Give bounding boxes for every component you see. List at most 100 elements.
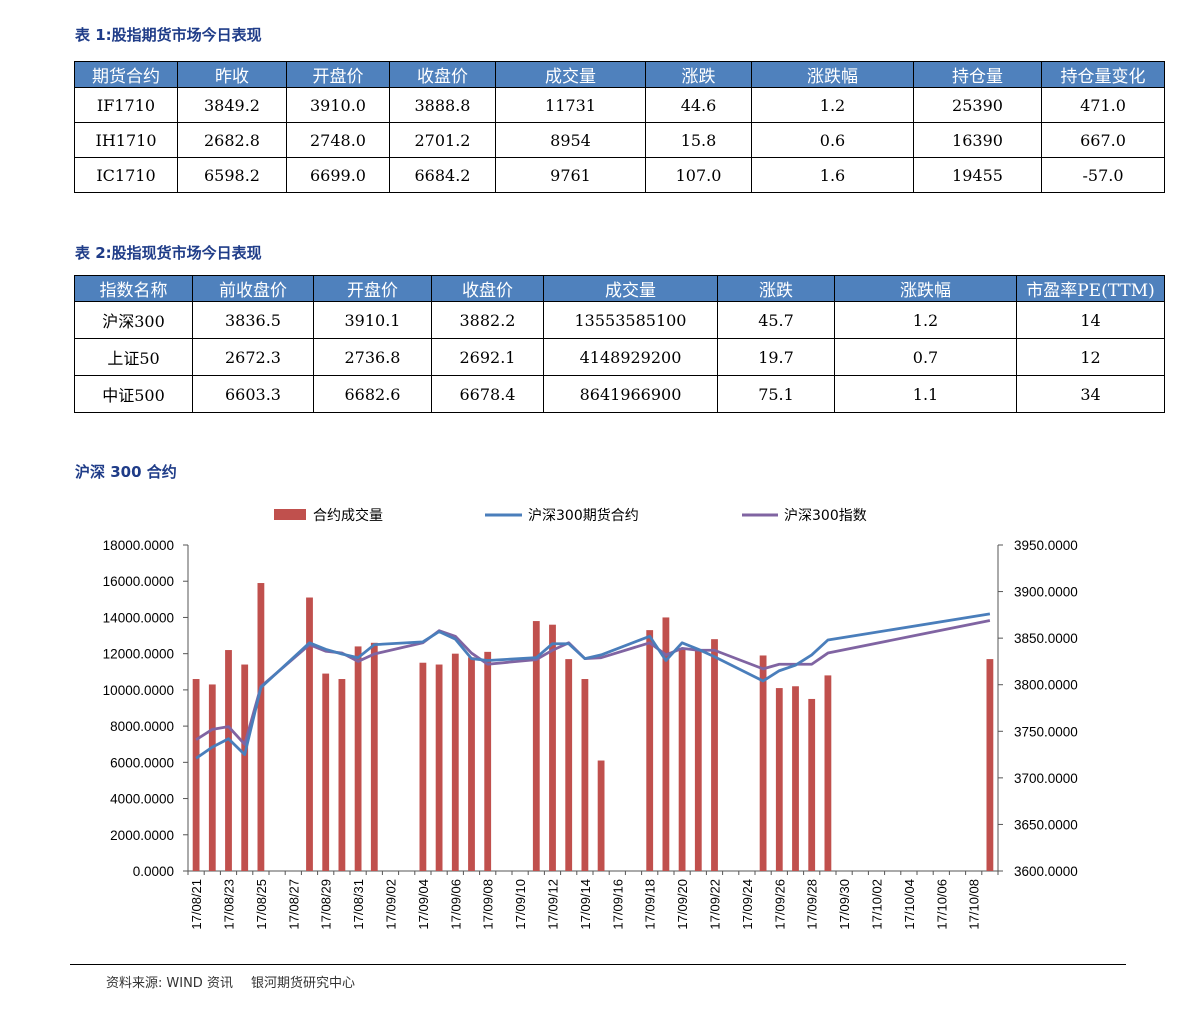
- right-tick-label: 3850.0000: [1014, 631, 1078, 646]
- table-row: 上证50 2672.3 2736.8 2692.1 4148929200 19.7 0.7 1…: [75, 339, 1165, 376]
- table-cell: 3849.2: [178, 88, 287, 123]
- table-cell: 2692.1: [432, 339, 544, 376]
- right-tick-label: 3900.0000: [1014, 585, 1078, 600]
- table-cell: 12: [1017, 339, 1165, 376]
- left-tick-label: 18000.0000: [103, 538, 174, 553]
- table1-header-1: 昨收: [178, 62, 287, 88]
- futures-market-table: 期货合约 昨收 开盘价 收盘价 成交量 涨跌 涨跌幅 持仓量 持仓量变化 IF1710 3849.…: [74, 61, 1165, 193]
- x-tick-label: 17/10/08: [967, 879, 982, 930]
- table1-header-5: 涨跌: [646, 62, 752, 88]
- table-cell: 1.1: [835, 376, 1017, 413]
- left-tick-label: 8000.0000: [110, 719, 174, 734]
- table-cell: 8954: [496, 123, 646, 158]
- table-cell: 3888.8: [390, 88, 496, 123]
- table-cell: 44.6: [646, 88, 752, 123]
- volume-bar: [371, 643, 378, 871]
- table2-title: 表 2:股指现货市场今日表现: [75, 242, 262, 263]
- futures-line: [196, 614, 990, 758]
- volume-bar: [549, 625, 556, 871]
- left-tick-label: 6000.0000: [110, 755, 174, 770]
- table-cell: 9761: [496, 158, 646, 193]
- volume-bar: [792, 686, 799, 871]
- table-cell: 15.8: [646, 123, 752, 158]
- x-tick-label: 17/09/18: [643, 879, 658, 930]
- table2-header-4: 成交量: [544, 276, 718, 302]
- table-cell: 6603.3: [193, 376, 314, 413]
- x-tick-label: 17/10/06: [934, 879, 949, 930]
- table1-title: 表 1:股指期货市场今日表现: [75, 24, 262, 45]
- table-row: IC1710 6598.2 6699.0 6684.2 9761 107.0 1.6 1945…: [75, 158, 1165, 193]
- table-cell: 19455: [914, 158, 1042, 193]
- left-tick-label: 12000.0000: [103, 647, 174, 662]
- x-tick-label: 17/08/31: [351, 879, 366, 930]
- volume-bar: [355, 646, 362, 871]
- table-cell: 0.7: [835, 339, 1017, 376]
- x-tick-label: 17/10/04: [902, 879, 917, 930]
- table-cell: 6678.4: [432, 376, 544, 413]
- volume-bar: [209, 684, 216, 871]
- table-cell: 14: [1017, 302, 1165, 339]
- spot-market-table: 指数名称 前收盘价 开盘价 收盘价 成交量 涨跌 涨跌幅 市盈率PE(TTM) 沪深300 38…: [74, 275, 1165, 413]
- x-tick-label: 17/09/22: [708, 879, 723, 930]
- table-cell: 471.0: [1042, 88, 1165, 123]
- source-note: 资料来源: WIND 资讯 银河期货研究中心: [106, 972, 359, 991]
- table-cell: IF1710: [75, 88, 178, 123]
- volume-bar: [598, 761, 605, 871]
- table-row: IH1710 2682.8 2748.0 2701.2 8954 15.8 0.6 16390…: [75, 123, 1165, 158]
- x-tick-label: 17/08/25: [254, 879, 269, 930]
- x-tick-label: 17/08/21: [189, 879, 204, 930]
- x-tick-label: 17/09/02: [384, 879, 399, 930]
- x-tick-label: 17/08/27: [286, 879, 301, 930]
- table1-header-6: 涨跌幅: [752, 62, 914, 88]
- x-tick-label: 17/09/16: [610, 879, 625, 930]
- table-row: 沪深300 3836.5 3910.1 3882.2 13553585100 45.7 1.…: [75, 302, 1165, 339]
- index-line: [196, 620, 990, 744]
- table1-header-row: 期货合约 昨收 开盘价 收盘价 成交量 涨跌 涨跌幅 持仓量 持仓量变化: [75, 62, 1165, 88]
- table2-header-2: 开盘价: [314, 276, 432, 302]
- left-tick-label: 2000.0000: [110, 828, 174, 843]
- table-cell: 1.6: [752, 158, 914, 193]
- table-cell: 2682.8: [178, 123, 287, 158]
- source-org: 银河期货研究中心: [251, 976, 355, 991]
- volume-bar: [565, 659, 572, 871]
- table-cell: 2672.3: [193, 339, 314, 376]
- x-tick-label: 17/09/12: [546, 879, 561, 930]
- table-cell: 2736.8: [314, 339, 432, 376]
- table2-header-6: 涨跌幅: [835, 276, 1017, 302]
- legend-volume-swatch: [274, 509, 306, 520]
- volume-bar: [193, 679, 200, 871]
- volume-bar: [484, 652, 491, 871]
- volume-bar: [760, 655, 767, 871]
- volume-bar: [436, 665, 443, 871]
- table-cell: 3910.1: [314, 302, 432, 339]
- right-tick-label: 3800.0000: [1014, 678, 1078, 693]
- x-tick-label: 17/10/02: [870, 879, 885, 930]
- x-tick-label: 17/08/23: [222, 879, 237, 930]
- table-cell: 45.7: [718, 302, 835, 339]
- volume-bar: [581, 679, 588, 871]
- right-tick-label: 3650.0000: [1014, 817, 1078, 832]
- table-row: IF1710 3849.2 3910.0 3888.8 11731 44.6 1.2 2539…: [75, 88, 1165, 123]
- table-cell: 沪深300: [75, 302, 193, 339]
- table-cell: 667.0: [1042, 123, 1165, 158]
- left-tick-label: 0.0000: [133, 864, 174, 879]
- table-cell: 34: [1017, 376, 1165, 413]
- table2-header-row: 指数名称 前收盘价 开盘价 收盘价 成交量 涨跌 涨跌幅 市盈率PE(TTM): [75, 276, 1165, 302]
- x-tick-label: 17/09/10: [513, 879, 528, 930]
- x-tick-label: 17/09/06: [448, 879, 463, 930]
- table2-body: 沪深300 3836.5 3910.1 3882.2 13553585100 45.7 1.…: [75, 302, 1165, 413]
- table-cell: 3910.0: [287, 88, 390, 123]
- table-cell: 中证500: [75, 376, 193, 413]
- table1-header-3: 收盘价: [390, 62, 496, 88]
- table-cell: 16390: [914, 123, 1042, 158]
- x-tick-label: 17/09/30: [837, 879, 852, 930]
- legend-volume-label: 合约成交量: [313, 507, 383, 524]
- volume-bar: [695, 650, 702, 871]
- x-tick-label: 17/09/14: [578, 879, 593, 930]
- right-tick-label: 3700.0000: [1014, 771, 1078, 786]
- table-cell: 0.6: [752, 123, 914, 158]
- table-cell: 4148929200: [544, 339, 718, 376]
- x-tick-label: 17/09/24: [740, 879, 755, 930]
- source-wind: WIND 资讯: [166, 976, 233, 991]
- volume-bar: [306, 598, 313, 871]
